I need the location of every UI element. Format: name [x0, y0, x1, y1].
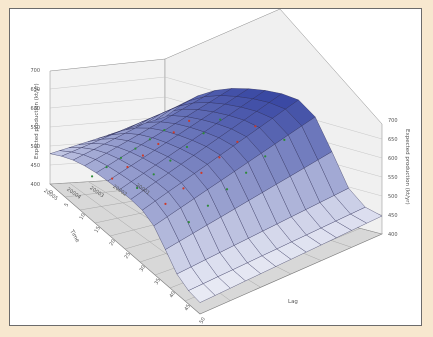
data-marker	[236, 140, 239, 143]
left-z-tick: 700	[30, 68, 40, 74]
data-marker	[225, 188, 229, 191]
data-marker	[218, 156, 221, 159]
right-z-tick: 400	[388, 232, 398, 238]
left-z-tick: 500	[30, 144, 40, 150]
data-marker	[182, 187, 185, 190]
data-marker	[111, 177, 114, 180]
left-z-tick: 550	[30, 125, 40, 131]
data-marker	[254, 125, 257, 128]
right-z-tick: 600	[388, 156, 398, 162]
left-z-tick: 450	[30, 163, 40, 169]
surface-patch	[350, 207, 383, 224]
left-z-tick: 400	[30, 182, 40, 188]
wall-gridline	[49, 76, 166, 90]
data-marker	[172, 131, 175, 134]
data-marker	[283, 138, 286, 141]
chart-frame: Expected production (kt/yr) Expected pro…	[9, 8, 422, 326]
right-z-tick: 550	[388, 175, 398, 181]
data-marker	[206, 204, 210, 207]
depth-axis-label: Time	[68, 228, 81, 244]
x-tick: 15	[94, 225, 102, 234]
x-tick: 20	[109, 238, 117, 247]
data-marker	[200, 171, 203, 174]
right-z-tick: 500	[388, 194, 398, 200]
data-marker	[187, 221, 190, 224]
right-z-tick: 650	[388, 137, 398, 143]
data-marker	[188, 119, 191, 122]
data-marker	[219, 118, 222, 121]
data-marker	[264, 155, 267, 158]
data-marker	[164, 202, 167, 206]
data-marker	[148, 138, 151, 141]
x-tick: 0	[49, 189, 56, 195]
data-marker	[202, 132, 205, 135]
right-z-tick: 450	[388, 213, 398, 219]
x-tick: 40	[169, 290, 177, 299]
data-marker	[136, 186, 139, 190]
data-marker	[134, 147, 137, 150]
x-axis-label: Lag	[288, 299, 298, 305]
left-z-tick: 650	[30, 87, 40, 93]
data-marker	[169, 159, 172, 162]
right-z-tick: 700	[388, 118, 398, 124]
wall-gridline	[49, 96, 166, 109]
wall-gridline	[49, 116, 166, 128]
data-marker	[152, 173, 155, 176]
data-marker	[126, 165, 129, 169]
data-marker	[119, 156, 123, 159]
data-marker	[141, 154, 145, 157]
data-marker	[163, 128, 166, 132]
data-markers	[90, 118, 286, 224]
x-tick: 30	[139, 264, 147, 273]
x-tick: 25	[124, 251, 132, 260]
left-z-tick: 600	[30, 106, 40, 112]
data-marker	[105, 165, 108, 169]
x-tick: 50	[199, 316, 207, 325]
right-z-axis-label: Expected production (kt/yr)	[404, 129, 410, 205]
x-tick: 45	[184, 303, 192, 312]
left-z-axis-label: Expected production (kt/yr)	[34, 83, 40, 159]
surface-chart: Expected production (kt/yr) Expected pro…	[30, 9, 410, 325]
x-tick: 5	[64, 202, 71, 208]
x-tick: 35	[154, 277, 162, 286]
surface-mesh	[49, 88, 383, 303]
data-marker	[90, 175, 94, 178]
data-marker	[157, 142, 160, 146]
data-marker	[245, 171, 248, 174]
data-marker	[185, 145, 189, 149]
x-tick: 10	[79, 212, 87, 221]
